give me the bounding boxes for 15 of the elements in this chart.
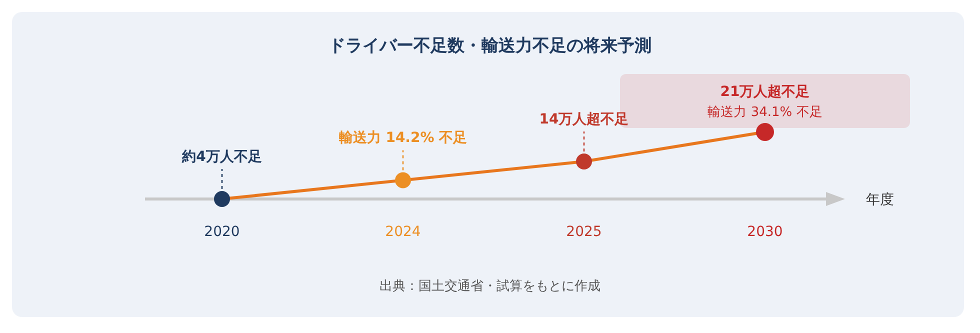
- point: [576, 153, 592, 170]
- source-note: 出典：国土交通省・試算をもとに作成: [380, 278, 600, 294]
- x-tick-label: 2025: [566, 224, 602, 240]
- annotation: 21万人超不足: [720, 84, 810, 100]
- x-axis-title: 年度: [866, 192, 894, 208]
- x-tick-label: 2030: [747, 224, 783, 240]
- annotation: 輸送力 14.2% 不足: [338, 130, 468, 146]
- annotation: 輸送力 34.1% 不足: [708, 105, 822, 120]
- point: [214, 191, 230, 207]
- x-tick-label: 2020: [204, 224, 240, 240]
- annotation: 14万人超不足: [539, 111, 629, 128]
- chart-title: ドライバー不足数・輸送力不足の将来予測: [328, 36, 652, 56]
- annotation: 約4万人不足: [181, 149, 262, 165]
- point: [395, 172, 411, 188]
- x-tick-label: 2024: [385, 224, 421, 240]
